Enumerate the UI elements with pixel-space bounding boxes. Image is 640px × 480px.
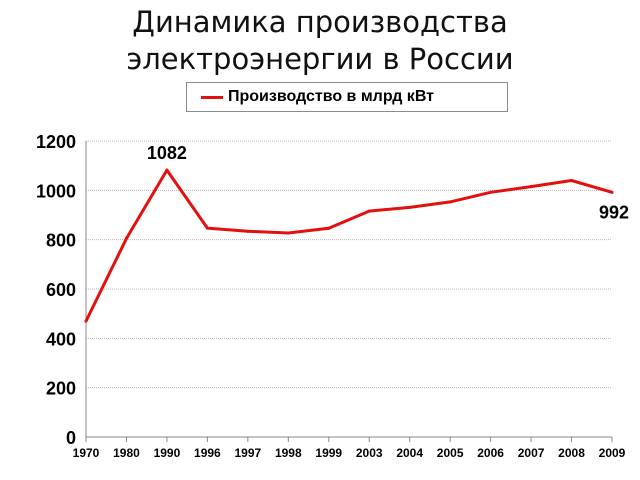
data-point (367, 209, 371, 213)
x-tick-label: 2009 (599, 446, 626, 460)
data-point (489, 190, 493, 194)
data-point (246, 229, 250, 233)
legend-swatch (201, 95, 223, 99)
x-tick-label: 2007 (518, 446, 545, 460)
y-tick-labels: 0 200 400 600 800 1000 1200 (36, 132, 76, 448)
x-tick-labels: 1970 1980 1990 1996 1997 1998 1999 2003 2004 2005… (73, 446, 626, 460)
data-point (286, 231, 290, 235)
x-tick-label: 2005 (437, 446, 464, 460)
series-layer (84, 168, 614, 323)
series-line (84, 168, 614, 323)
legend-label: Производство в млрд кВт (228, 88, 434, 105)
y-tick-label: 400 (46, 329, 76, 349)
data-point (408, 205, 412, 209)
data-point (448, 200, 452, 204)
data-point (84, 319, 88, 323)
data-labels: 1082 992 (147, 143, 629, 222)
chart-title-line-1: Динамика производства (132, 5, 508, 39)
data-point (570, 178, 574, 182)
chart-title: Динамика производства электроэнергии в Р… (0, 4, 640, 78)
data-point (610, 190, 614, 194)
x-tick-label: 1970 (73, 446, 100, 460)
x-tick-label: 1996 (194, 446, 221, 460)
y-tick-label: 1000 (36, 181, 76, 201)
data-label: 1082 (147, 143, 187, 163)
x-tick-label: 2003 (356, 446, 383, 460)
grid-layer (86, 140, 612, 389)
data-point (529, 185, 533, 189)
x-tick-label: 1998 (275, 446, 302, 460)
axis-layer (85, 141, 613, 442)
x-tick-label: 1980 (113, 446, 140, 460)
y-tick-label: 0 (66, 428, 76, 448)
chart-title-line-2: электроэнергии в России (126, 42, 514, 76)
y-tick-label: 1200 (36, 132, 76, 152)
data-point (165, 168, 169, 172)
data-label: 992 (599, 202, 629, 222)
data-point (327, 226, 331, 230)
y-tick-label: 200 (46, 379, 76, 399)
y-tick-label: 600 (46, 280, 76, 300)
x-tick-label: 2008 (558, 446, 585, 460)
y-tick-label: 800 (46, 231, 76, 251)
x-tick-label: 1999 (315, 446, 342, 460)
data-point (124, 236, 128, 240)
chart-legend: Производство в млрд кВт (186, 82, 508, 112)
x-tick-label: 2004 (396, 446, 423, 460)
data-point (205, 226, 209, 230)
x-tick-label: 1990 (154, 446, 181, 460)
x-tick-label: 1997 (234, 446, 261, 460)
x-tick-label: 2006 (477, 446, 504, 460)
